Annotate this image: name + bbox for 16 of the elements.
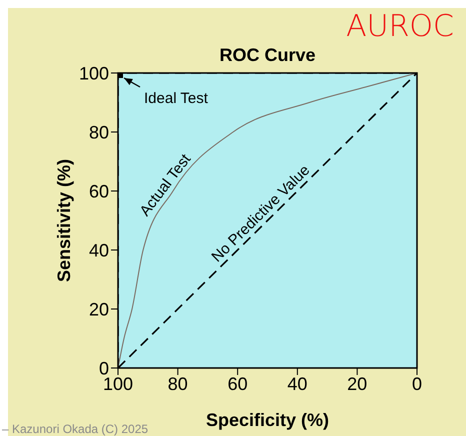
annotation: Ideal Test bbox=[144, 90, 209, 107]
y-axis-title: Sensitivity (%) bbox=[54, 158, 74, 282]
x-tick-label: 40 bbox=[287, 374, 308, 394]
y-tick-label: 20 bbox=[88, 299, 109, 320]
y-tick-label: 100 bbox=[78, 63, 109, 84]
x-tick-label: 0 bbox=[412, 374, 422, 394]
text: AUROC bbox=[346, 9, 454, 44]
x-axis-title: Specificity (%) bbox=[206, 410, 330, 430]
y-tick-label: 60 bbox=[88, 181, 109, 202]
x-tick-label: 80 bbox=[168, 374, 188, 394]
y-tick-label: 40 bbox=[88, 240, 109, 260]
x-tick-label: 60 bbox=[228, 374, 248, 394]
text: – Kazunori Okada (C) 2025 bbox=[2, 422, 148, 436]
chart-title: ROC Curve bbox=[219, 45, 316, 65]
x-tick-label: 20 bbox=[347, 374, 368, 394]
y-tick-label: 80 bbox=[88, 122, 109, 142]
